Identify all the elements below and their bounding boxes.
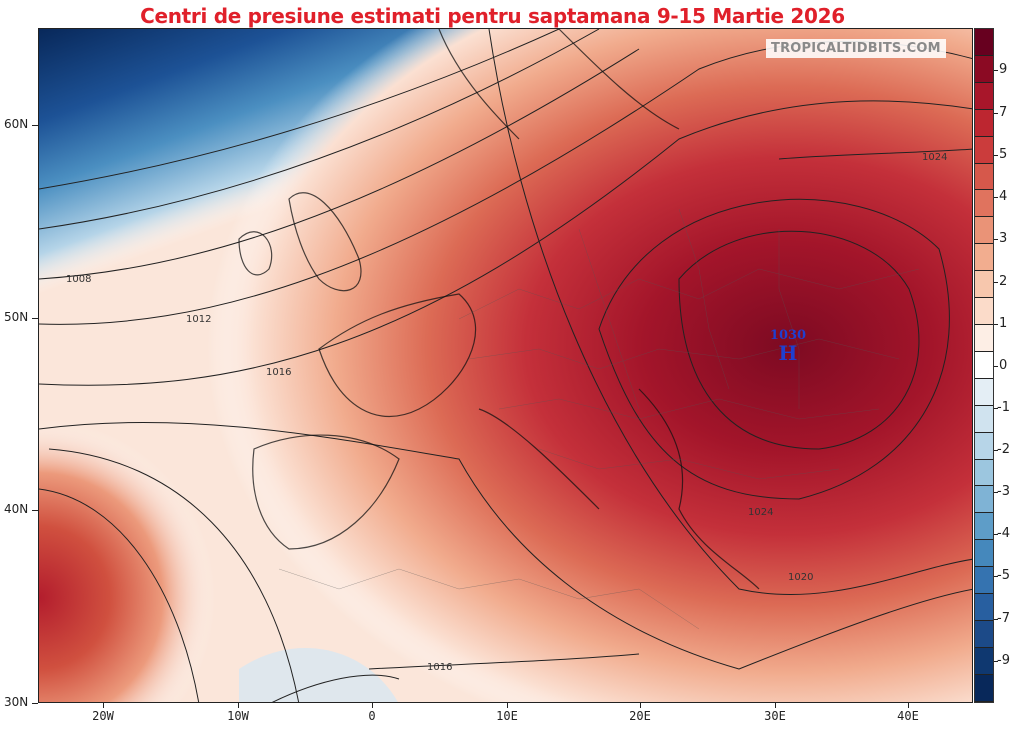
- colorbar-tick: [994, 366, 998, 367]
- colorbar-tick: [994, 282, 998, 283]
- colorbar-label: -2: [997, 442, 1010, 457]
- colorbar-tick: [994, 113, 998, 114]
- colorbar-segment: [975, 540, 993, 568]
- high-pressure-center: 1030 H: [768, 328, 808, 365]
- colorbar-tick: [994, 619, 998, 620]
- pressure-anomaly-map: [38, 28, 973, 703]
- colorbar-segment: [975, 136, 993, 164]
- colorbar-segment: [975, 163, 993, 191]
- colorbar-segment: [975, 674, 993, 702]
- colorbar-segment: [975, 486, 993, 514]
- longitude-label: 10E: [496, 709, 518, 723]
- colorbar-label: -5: [997, 568, 1010, 583]
- longitude-label: 10W: [227, 709, 249, 723]
- colorbar-segment: [975, 432, 993, 460]
- longitude-tick: [640, 703, 641, 708]
- longitude-label: 0: [368, 709, 376, 723]
- colorbar-segment: [975, 217, 993, 245]
- latitude-label: 60N: [4, 117, 29, 131]
- colorbar-segment: [975, 82, 993, 110]
- colorbar-label: 3: [999, 231, 1008, 246]
- colorbar-tick: [994, 408, 998, 409]
- colorbar-tick: [994, 197, 998, 198]
- colorbar-tick: [994, 70, 998, 71]
- colorbar-label: -4: [997, 526, 1010, 541]
- colorbar-label: 0: [999, 358, 1008, 373]
- latitude-tick: [32, 318, 38, 319]
- colorbar-segment: [975, 324, 993, 352]
- longitude-label: 40E: [897, 709, 919, 723]
- map-canvas: [39, 29, 972, 702]
- colorbar-label: -9: [997, 653, 1010, 668]
- colorbar-segment: [975, 647, 993, 675]
- isobar-label: 1008: [66, 274, 92, 285]
- longitude-tick: [507, 703, 508, 708]
- latitude-tick: [32, 703, 38, 704]
- colorbar-tick: [994, 450, 998, 451]
- isobar-label: 1012: [186, 314, 212, 325]
- colorbar-label: -7: [997, 611, 1010, 626]
- colorbar-segment: [975, 29, 993, 56]
- colorbar-segment: [975, 620, 993, 648]
- longitude-label: 20E: [629, 709, 651, 723]
- colorbar-label: 5: [999, 147, 1008, 162]
- colorbar-tick: [994, 576, 998, 577]
- colorbar-segment: [975, 55, 993, 83]
- isobar-label: 1024: [922, 152, 948, 163]
- colorbar: [974, 28, 994, 703]
- isobar-label: 1016: [266, 367, 292, 378]
- latitude-tick: [32, 510, 38, 511]
- longitude-label: 20W: [92, 709, 114, 723]
- colorbar-label: 7: [999, 105, 1008, 120]
- colorbar-segment: [975, 109, 993, 137]
- colorbar-tick: [994, 324, 998, 325]
- pressure-value: 1030: [769, 328, 807, 343]
- isobar-label: 1016: [427, 662, 453, 673]
- isobar-label: 1024: [748, 507, 774, 518]
- colorbar-label: 1: [999, 316, 1008, 331]
- watermark: TROPICALTIDBITS.COM: [766, 39, 946, 58]
- longitude-tick: [372, 703, 373, 708]
- colorbar-segment: [975, 567, 993, 595]
- high-marker: H: [778, 341, 798, 365]
- colorbar-segment: [975, 271, 993, 299]
- colorbar-tick: [994, 492, 998, 493]
- colorbar-segment: [975, 513, 993, 541]
- colorbar-tick: [994, 155, 998, 156]
- colorbar-label: 2: [999, 274, 1008, 289]
- colorbar-segment: [975, 459, 993, 487]
- latitude-label: 50N: [4, 310, 29, 324]
- colorbar-tick: [994, 239, 998, 240]
- colorbar-segment: [975, 244, 993, 272]
- colorbar-label: 9: [999, 62, 1008, 77]
- colorbar-segment: [975, 405, 993, 433]
- colorbar-segment: [975, 378, 993, 406]
- colorbar-segment: [975, 190, 993, 218]
- longitude-tick: [238, 703, 239, 708]
- longitude-tick: [103, 703, 104, 708]
- colorbar-label: -3: [997, 484, 1010, 499]
- longitude-tick: [775, 703, 776, 708]
- isobar-label: 1020: [788, 572, 814, 583]
- map-title: Centri de presiune estimati pentru sapta…: [140, 4, 845, 28]
- colorbar-tick: [994, 661, 998, 662]
- latitude-label: 40N: [4, 502, 29, 516]
- colorbar-segment: [975, 351, 993, 379]
- colorbar-tick: [994, 534, 998, 535]
- latitude-label: 30N: [4, 695, 29, 709]
- longitude-tick: [908, 703, 909, 708]
- colorbar-segment: [975, 298, 993, 325]
- colorbar-label: 4: [999, 189, 1008, 204]
- colorbar-segment: [975, 594, 993, 621]
- colorbar-label: -1: [997, 400, 1010, 415]
- longitude-label: 30E: [764, 709, 786, 723]
- latitude-tick: [32, 125, 38, 126]
